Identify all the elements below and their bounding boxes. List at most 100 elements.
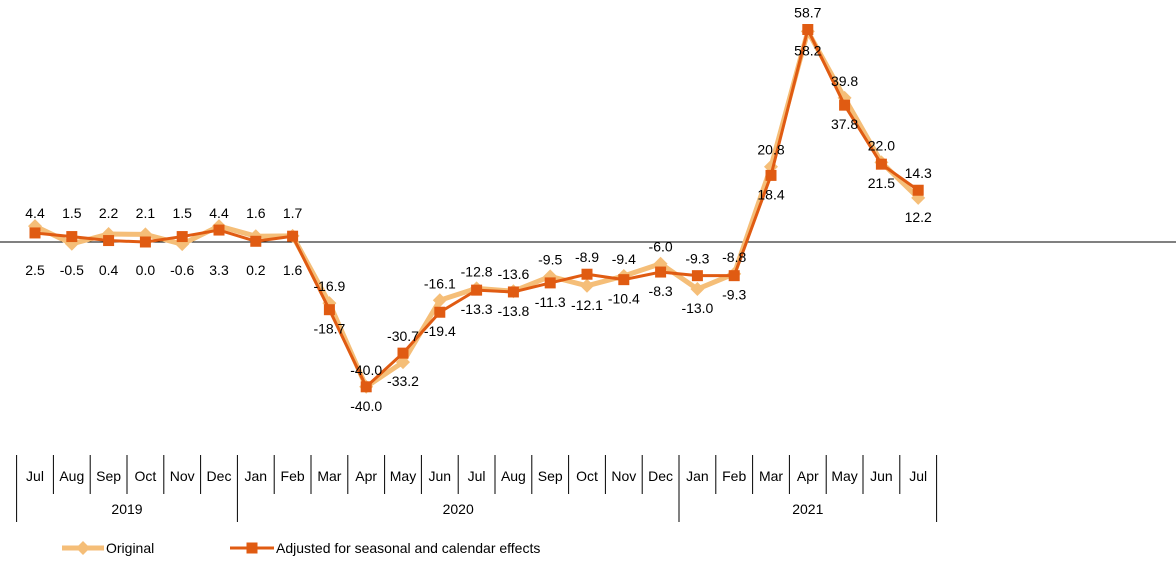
data-label: -40.0 [350,398,382,414]
adjusted-point [287,230,299,242]
data-label: -8.3 [649,283,673,299]
data-label: 1.5 [172,205,192,221]
data-label: 0.4 [99,262,119,278]
x-tick-label: Jul [468,468,486,484]
adjusted-point [581,268,593,280]
legend-adjusted-marker [246,542,258,554]
data-label: -18.7 [313,321,345,337]
data-label: 18.4 [757,186,784,202]
x-tick-label: Apr [355,468,377,484]
data-label: 14.3 [905,165,932,181]
x-tick-label: Feb [722,468,746,484]
year-label: 2020 [443,501,474,517]
adjusted-point [360,381,372,393]
x-tick-label: Jun [870,468,893,484]
x-tick-label: Oct [135,468,157,484]
data-label: 0.0 [136,262,156,278]
data-label: -11.3 [535,294,566,310]
x-tick-label: Aug [501,468,526,484]
x-tick-label: Oct [576,468,598,484]
data-label: 2.1 [136,205,156,221]
x-tick-label: Dec [207,468,232,484]
original-point [396,355,410,370]
data-label: -12.1 [571,297,603,313]
adjusted-point [875,158,887,170]
adjusted-point [250,235,262,247]
x-tick-label: Jan [686,468,709,484]
year-label: 2019 [111,501,142,517]
data-label: 58.7 [794,5,821,21]
data-label: 21.5 [868,175,895,191]
data-label: 12.2 [905,209,932,225]
data-label: 20.8 [757,142,784,158]
x-tick-label: Aug [59,468,84,484]
data-label: -0.6 [170,262,194,278]
adjusted-point [29,227,41,239]
data-label: -13.6 [497,266,529,282]
original-series-line [33,28,920,390]
x-tick-label: Feb [281,468,305,484]
data-label: -13.3 [461,301,493,317]
x-tick-label: Sep [96,468,121,484]
legend-adjusted-label: Adjusted for seasonal and calendar effec… [276,540,540,556]
adjusted-point [434,306,446,318]
data-label: 1.5 [62,205,82,221]
data-label: 22.0 [868,137,895,153]
original-point [432,293,447,308]
data-label: -16.1 [424,275,456,291]
data-label: -16.9 [313,278,345,294]
legend-original-label: Original [106,540,154,556]
x-tick-label: Jul [909,468,927,484]
adjusted-point [655,266,667,278]
x-tick-label: Mar [317,468,341,484]
data-label: -8.9 [575,249,599,265]
x-tick-label: Jul [26,468,44,484]
adjusted-point [66,231,78,243]
data-label: 0.2 [246,262,266,278]
data-label: -13.0 [681,300,713,316]
adjusted-point [103,235,115,247]
data-label: -10.4 [608,291,640,307]
data-label: 58.2 [794,42,821,58]
data-label: -12.8 [461,263,493,279]
adjusted-point [397,347,409,359]
data-label: 1.6 [283,262,303,278]
data-label: 4.4 [25,205,45,221]
x-tick-label: May [831,468,857,484]
data-label: 2.2 [99,205,119,221]
adjusted-point [618,274,630,286]
x-tick-label: May [390,468,416,484]
adjusted-point [544,277,556,289]
adjusted-point [802,24,814,36]
adjusted-point [323,304,335,316]
x-tick-label: Nov [611,468,636,484]
adjusted-point [176,231,188,243]
data-label: 4.4 [209,205,229,221]
data-label: -0.5 [60,262,84,278]
data-label: -8.8 [722,249,746,265]
data-label: 1.6 [246,205,266,221]
data-label: -40.0 [350,362,382,378]
year-label: 2021 [792,501,823,517]
adjusted-point [471,284,483,296]
adjusted-point [765,169,777,181]
original-point [690,282,705,297]
x-tick-label: Apr [797,468,819,484]
data-label: -19.4 [424,323,456,339]
x-tick-label: Dec [648,468,673,484]
x-tick-label: Jan [245,468,268,484]
data-label: -30.7 [387,328,419,344]
adjusted-point [691,270,703,282]
data-label: 3.3 [209,262,229,278]
x-tick-label: Sep [538,468,563,484]
data-label: 39.8 [831,73,858,89]
data-label: 2.5 [25,262,45,278]
adjusted-point [728,270,740,282]
data-label: -9.3 [722,287,746,303]
legend-original-marker [76,541,90,555]
data-label: -9.5 [538,251,562,267]
data-label: 37.8 [831,116,858,132]
x-tick-label: Nov [170,468,195,484]
